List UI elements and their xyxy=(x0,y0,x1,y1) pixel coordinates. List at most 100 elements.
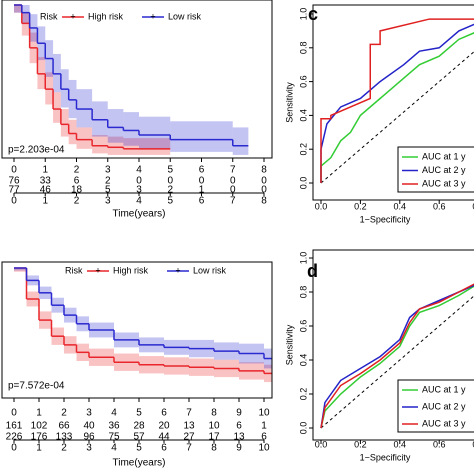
roc-curve xyxy=(320,23,474,183)
x-tick-label: 8 xyxy=(211,408,217,419)
x-tick-label: 0.6 xyxy=(433,439,446,449)
confidence-band xyxy=(14,268,27,271)
x-tick-label: 5 xyxy=(167,165,173,176)
table-tick-label: 3 xyxy=(86,443,92,454)
roc-curve xyxy=(320,285,474,429)
risk-count: 13 xyxy=(183,421,195,432)
x-tick-label: 0.2 xyxy=(354,201,367,211)
table-tick-label: 4 xyxy=(136,196,142,207)
x-tick-label: 3 xyxy=(86,408,92,419)
risk-count: 6 xyxy=(261,432,267,443)
risk-count: 1 xyxy=(261,421,267,432)
risk-count: 36 xyxy=(108,421,120,432)
risk-count: 176 xyxy=(31,432,48,443)
table-tick-label: 8 xyxy=(211,443,217,454)
table-tick-label: 0 xyxy=(11,196,17,207)
table-tick-label: 7 xyxy=(230,196,236,207)
y-tick-label: 0.2 xyxy=(298,388,308,401)
risk-count: 0 xyxy=(230,185,236,196)
x-tick-label: 4 xyxy=(111,408,117,419)
x-tick-label: 2 xyxy=(61,408,67,419)
risk-count: 0 xyxy=(261,185,267,196)
confidence-band xyxy=(68,79,77,119)
risk-count: 6 xyxy=(236,421,242,432)
y-tick-label: 1.0 xyxy=(298,8,308,21)
confidence-band xyxy=(201,121,233,152)
legend-label: AUC at 3 y xyxy=(422,178,466,188)
y-axis-title: Sensitivity xyxy=(284,82,294,123)
y-tick-label: 0.0 xyxy=(298,177,308,190)
confidence-band xyxy=(14,5,22,13)
risk-count: 3 xyxy=(136,185,142,196)
y-tick-label: 0.6 xyxy=(298,75,308,88)
risk-count: 17 xyxy=(208,432,220,443)
roc-curve xyxy=(320,18,474,183)
risk-count: 0 xyxy=(136,176,142,187)
table-tick-label: 7 xyxy=(186,443,192,454)
p-value: p=2.203e-04 xyxy=(8,145,65,156)
x-axis-title: Time(years) xyxy=(113,209,166,220)
y-tick-label: 0.8 xyxy=(298,42,308,55)
confidence-band xyxy=(14,5,22,13)
risk-count: 75 xyxy=(108,432,120,443)
plot-area xyxy=(14,267,272,383)
x-axis-title: 1−Specificity xyxy=(360,452,411,462)
confidence-band xyxy=(37,57,46,90)
legend-cross: + xyxy=(95,265,100,275)
plot-frame xyxy=(312,4,474,201)
x-axis-title: Time(years) xyxy=(113,458,166,469)
risk-count: 226 xyxy=(6,432,23,443)
confidence-band xyxy=(123,138,139,155)
x-axis-title: 1−Specificity xyxy=(360,214,411,224)
risk-count: 76 xyxy=(8,176,20,187)
x-tick-label: 2 xyxy=(74,165,80,176)
plot-frame xyxy=(312,249,474,441)
legend-label: AUC at 1 y xyxy=(422,384,466,394)
risk-count: 40 xyxy=(83,421,95,432)
y-tick-label: 0.8 xyxy=(298,286,308,299)
legend-cross: + xyxy=(150,11,155,21)
confidence-band xyxy=(14,268,27,272)
table-tick-label: 2 xyxy=(74,196,80,207)
confidence-band xyxy=(170,121,202,152)
x-tick-label: 0.0 xyxy=(315,201,328,211)
roc-curve xyxy=(320,32,474,183)
legend-title: Risk xyxy=(65,265,83,275)
x-tick-label: 5 xyxy=(136,408,142,419)
y-tick-label: 0.0 xyxy=(298,422,308,435)
x-tick-label: 0 xyxy=(11,408,17,419)
x-tick-label: 0.6 xyxy=(433,201,446,211)
risk-count: 66 xyxy=(58,421,70,432)
x-tick-label: 7 xyxy=(186,408,192,419)
confidence-band xyxy=(107,136,124,155)
confidence-band xyxy=(123,112,139,146)
risk-count: 0 xyxy=(261,176,267,187)
roc-curve xyxy=(320,283,474,429)
risk-count: 18 xyxy=(71,185,83,196)
table-tick-label: 3 xyxy=(105,196,111,207)
risk-count: 133 xyxy=(56,432,73,443)
legend-label: High risk xyxy=(88,11,124,21)
risk-count: 2 xyxy=(167,185,173,196)
risk-count: 0 xyxy=(199,176,205,187)
confidence-band xyxy=(60,109,69,137)
legend-label: AUC at 1 y xyxy=(422,151,466,161)
table-tick-label: 6 xyxy=(199,196,205,207)
table-tick-label: 0 xyxy=(11,443,17,454)
confidence-band xyxy=(76,89,93,128)
risk-count: 5 xyxy=(105,185,111,196)
risk-count: 13 xyxy=(233,432,245,443)
risk-count: 44 xyxy=(158,432,170,443)
confidence-band xyxy=(92,135,108,154)
legend-label: Low risk xyxy=(168,11,202,21)
x-tick-label: 0.4 xyxy=(394,201,407,211)
legend-label: High risk xyxy=(113,265,149,275)
x-tick-label: 0.0 xyxy=(315,439,328,449)
confidence-band xyxy=(139,116,171,149)
x-tick-label: 9 xyxy=(236,408,242,419)
confidence-band xyxy=(92,101,108,137)
risk-count: 2 xyxy=(105,176,111,187)
y-axis-title: Sensitivity xyxy=(284,324,294,365)
risk-count: 46 xyxy=(40,185,52,196)
